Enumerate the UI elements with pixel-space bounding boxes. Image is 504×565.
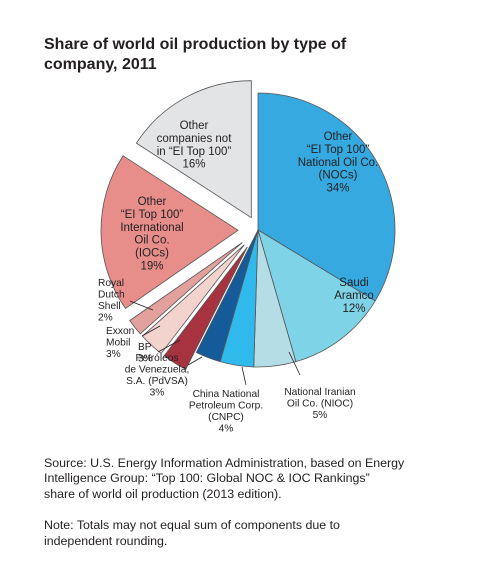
- slice-label: Other companies not in “EI Top 100” 16%: [157, 120, 233, 171]
- leader-line: [141, 325, 161, 337]
- pie-slice: [135, 80, 252, 219]
- slice-label: Other “EI Top 100” International Oil Co. (IO…: [120, 196, 183, 272]
- pie-chart: Other “EI Top 100” National Oil Co. (NOCs) 3…: [98, 80, 396, 434]
- chart-footnote: Source: U.S. Energy Information Administ…: [44, 440, 494, 565]
- slice-label: Other “EI Top 100” National Oil Co. (NOCs) 3…: [298, 131, 379, 195]
- slice-label: Royal Dutch Shell 2%: [98, 278, 125, 323]
- source-note: Source: U.S. Energy Information Administ…: [44, 455, 405, 501]
- slice-label: BP 3%: [138, 342, 153, 364]
- leader-line: [157, 339, 181, 353]
- pie-slice: [195, 229, 259, 363]
- slice-label: Saudi Aramco 12%: [334, 277, 374, 315]
- leader-line: [187, 356, 203, 366]
- rounding-note: Note: Totals may not equal sum of compon…: [44, 517, 340, 548]
- pie-slices: [100, 80, 396, 370]
- leader-line: [129, 300, 154, 311]
- pie-slice: [257, 229, 376, 363]
- pie-slice: [100, 155, 239, 309]
- chart-title: Share of world oil production by type of…: [44, 36, 347, 73]
- slice-label: Exxon Mobil 3%: [106, 326, 134, 360]
- slice-label: National Iranian Oil Co. (NIOC) 5%: [284, 387, 355, 421]
- slice-label: Petróleos de Venezuela, S.A. (PdVSA) 3%: [125, 353, 190, 398]
- slice-labels: Other “EI Top 100” National Oil Co. (NOCs) 3…: [98, 120, 378, 434]
- leader-line: [241, 366, 247, 386]
- slice-label: China National Petroleum Corp. (CNPC) 4%: [189, 389, 263, 434]
- pie-slice: [257, 92, 396, 302]
- leader-line: [288, 351, 301, 376]
- pie-slice: [129, 242, 243, 335]
- leader-lines: [129, 300, 301, 386]
- pie-slice: [163, 246, 248, 370]
